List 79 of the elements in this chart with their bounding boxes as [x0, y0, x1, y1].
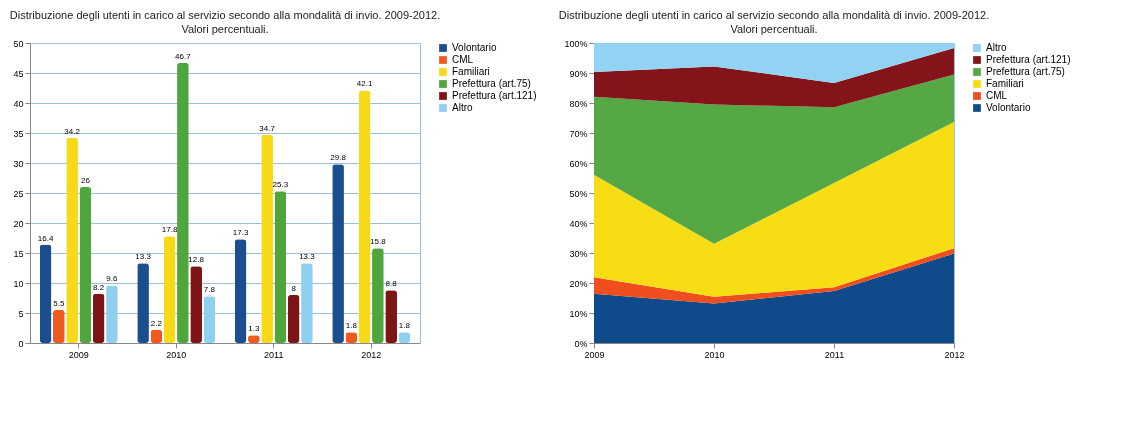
y-tick-label: 25 [13, 188, 24, 199]
y-tick-label: 70% [569, 128, 588, 139]
data-label: 17.3 [232, 228, 249, 238]
bar [274, 191, 287, 343]
legend-label: CML [452, 54, 474, 65]
data-label: 26 [80, 176, 91, 185]
y-tick-label: 90% [569, 68, 588, 79]
y-tick-label: 15 [13, 248, 24, 259]
chart-title: Distribuzione degli utenti in carico al servizio secondo alla mondalità di invio. 2009-2012. [558, 9, 990, 21]
y-tick-label: 60% [569, 158, 588, 169]
legend-label: CML [986, 90, 1008, 101]
data-label: 13.3 [299, 252, 316, 262]
y-tick-label: 30 [13, 158, 24, 169]
data-label: 2.2 [150, 318, 163, 328]
legend-label: Altro [452, 102, 473, 113]
data-label: 8.2 [93, 282, 105, 292]
y-tick-label: 20% [569, 278, 588, 289]
x-tick-label: 2012 [944, 349, 965, 360]
data-label: 25.3 [272, 180, 289, 190]
bar [163, 236, 176, 343]
x-tick-label: 2011 [824, 349, 845, 360]
chart-title: Distribuzione degli utenti in carico al servizio secondo alla mondalità di invio. 2009-2012. [9, 9, 441, 21]
bar [234, 239, 247, 343]
data-label: 42.1 [356, 79, 373, 89]
data-label: 8 [291, 284, 297, 293]
y-tick-label: 0% [574, 338, 588, 349]
legend-label: Familiari [452, 66, 490, 77]
y-tick-label: 10 [13, 278, 24, 289]
chart-subtitle: Valori percentuali. [181, 23, 269, 35]
data-label: 12.8 [188, 255, 205, 265]
x-tick-label: 2012 [361, 349, 382, 360]
legend-label: Volontario [452, 42, 497, 53]
legend-label: Prefettura (art.75) [986, 66, 1065, 77]
y-tick-label: 40 [13, 98, 24, 109]
bar [287, 295, 300, 343]
chart-subtitle: Valori percentuali. [730, 23, 818, 35]
y-tick-label: 10% [569, 308, 588, 319]
data-label: 9.6 [106, 274, 119, 284]
data-label: 8.8 [385, 279, 398, 289]
y-tick-label: 0 [18, 338, 24, 349]
y-tick-label: 30% [569, 248, 588, 259]
y-tick-label: 35 [13, 128, 24, 139]
data-label: 5.5 [53, 299, 65, 308]
data-label: 17.8 [161, 225, 178, 235]
y-tick-label: 40% [569, 218, 588, 229]
x-tick-label: 2011 [264, 349, 284, 360]
data-label: 1.8 [345, 321, 358, 331]
y-tick-label: 100% [564, 38, 588, 49]
bar [92, 293, 105, 343]
legend-label: Volontario [986, 102, 1031, 113]
y-tick-label: 50 [13, 38, 24, 49]
legend-label: Prefettura (art.121) [452, 90, 537, 101]
data-label: 13.3 [135, 252, 152, 262]
y-tick-label: 80% [569, 98, 588, 109]
bar [79, 187, 92, 343]
x-tick-label: 2010 [704, 349, 725, 360]
x-tick-label: 2009 [584, 349, 605, 360]
data-label: 15.8 [370, 237, 387, 247]
data-label: 16.4 [37, 233, 54, 243]
bar [203, 296, 216, 343]
y-tick-label: 20 [13, 218, 24, 229]
legend-label: Familiari [986, 78, 1024, 89]
bar [39, 244, 52, 343]
legend-label: Prefettura (art.121) [986, 54, 1071, 65]
legend-label: Altro [986, 42, 1007, 53]
y-tick-label: 45 [13, 68, 24, 79]
bar [358, 90, 371, 343]
x-tick-label: 2010 [166, 349, 187, 360]
data-label: 7.8 [203, 285, 216, 295]
data-label: 46.7 [175, 51, 192, 61]
x-tick-label: 2009 [68, 349, 89, 360]
data-label: 34.7 [259, 123, 276, 133]
y-tick-label: 5 [18, 308, 24, 319]
data-label: 29.8 [330, 153, 347, 163]
legend-label: Prefettura (art.75) [452, 78, 531, 89]
data-label: 1.8 [398, 321, 411, 331]
y-tick-label: 50% [569, 188, 588, 199]
data-label: 1.3 [248, 324, 260, 334]
data-label: 34.2 [64, 126, 81, 136]
